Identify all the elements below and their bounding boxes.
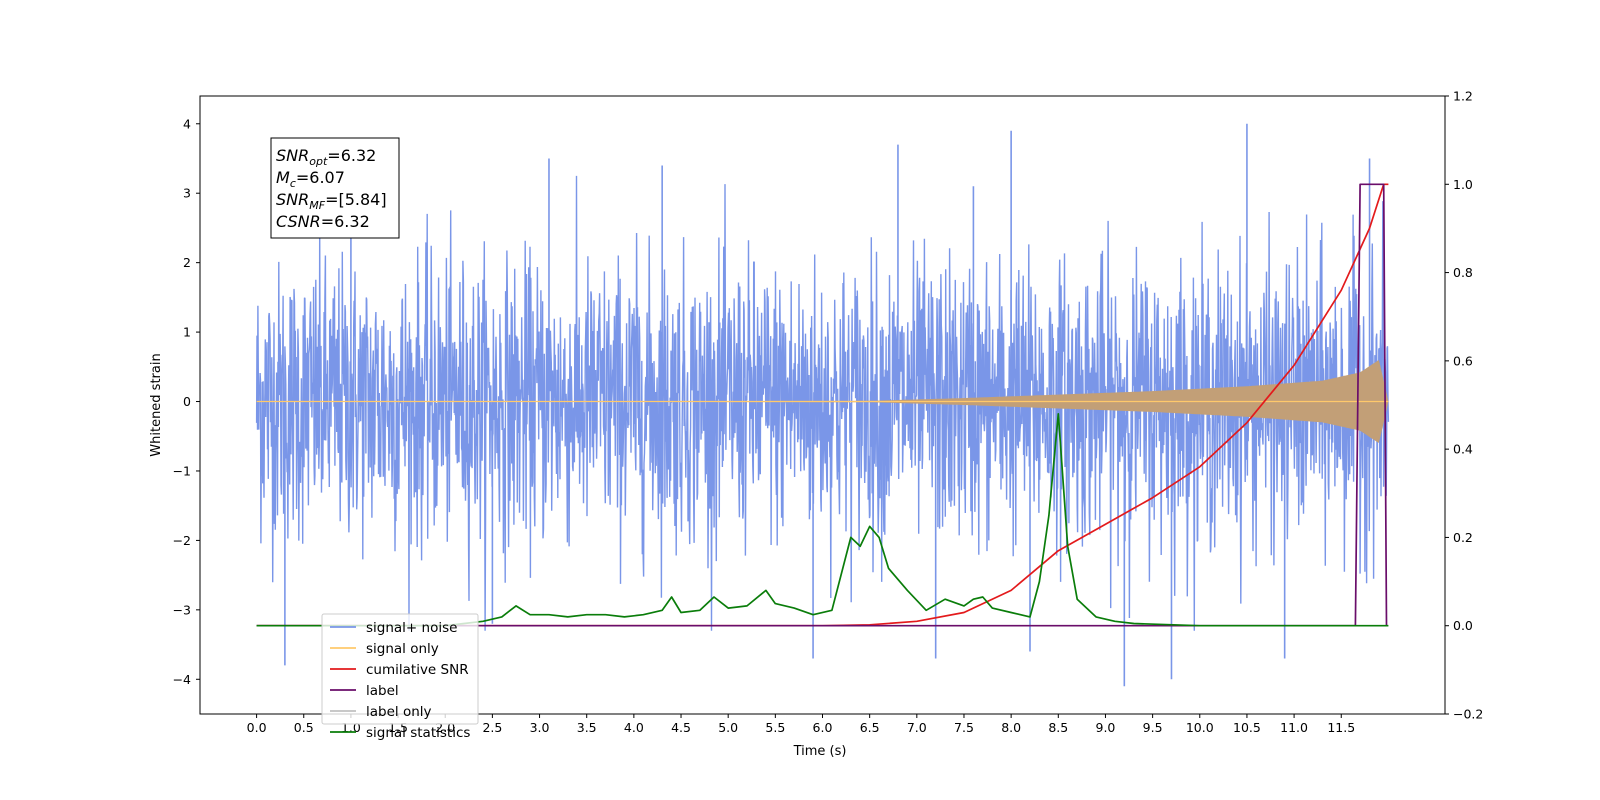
x-tick-label: 0.0 bbox=[247, 720, 267, 735]
series-signal-statistics bbox=[256, 412, 1389, 627]
x-tick-label: 10.5 bbox=[1233, 720, 1261, 735]
y-left-tick-label: 4 bbox=[183, 116, 191, 131]
x-tick-label: 4.0 bbox=[624, 720, 644, 735]
series-label bbox=[256, 183, 1388, 627]
x-tick-label: 3.5 bbox=[577, 720, 597, 735]
x-tick-label: 10.0 bbox=[1186, 720, 1214, 735]
y-left-tick-label: −1 bbox=[173, 463, 191, 478]
x-tick-label: 5.5 bbox=[765, 720, 785, 735]
y-right-tick-label: 1.2 bbox=[1453, 89, 1473, 104]
y-right-tick-label: 0.4 bbox=[1453, 442, 1473, 457]
annotation-frame bbox=[270, 137, 400, 239]
y-axis-right-ticks: 1.2 1.0 0.8 0.6 0.4 0.2 0.0 −0.2 bbox=[1445, 89, 1483, 722]
series-signal-noise-peaks bbox=[284, 123, 1371, 687]
legend-label: signal statistics bbox=[366, 725, 470, 741]
x-tick-label: 5.0 bbox=[718, 720, 738, 735]
x-axis-label: Time (s) bbox=[793, 744, 847, 759]
y-right-tick-label: 0.8 bbox=[1453, 265, 1473, 280]
x-tick-label: 3.0 bbox=[530, 720, 550, 735]
x-tick-label: 2.5 bbox=[482, 720, 502, 735]
x-tick-label: 7.0 bbox=[907, 720, 927, 735]
x-tick-label: 6.5 bbox=[860, 720, 880, 735]
x-tick-label: 11.0 bbox=[1280, 720, 1308, 735]
y-left-tick-label: 3 bbox=[183, 186, 191, 201]
legend-label: label only bbox=[366, 704, 432, 720]
annotation-line: CSNR=6.32 bbox=[276, 212, 370, 231]
y-right-tick-label: 0.0 bbox=[1453, 618, 1473, 633]
x-tick-label: 9.0 bbox=[1096, 720, 1116, 735]
y-left-tick-label: 1 bbox=[183, 325, 191, 340]
y-right-tick-label: −0.2 bbox=[1453, 707, 1483, 722]
legend-label: signal only bbox=[366, 641, 439, 657]
x-tick-label: 9.5 bbox=[1143, 720, 1163, 735]
x-tick-label: 11.5 bbox=[1327, 720, 1355, 735]
legend: signal+ noise signal only cumilative SNR la… bbox=[321, 613, 479, 741]
y-left-tick-label: −3 bbox=[173, 602, 191, 617]
legend-frame bbox=[321, 613, 479, 725]
y-left-tick-label: −4 bbox=[173, 672, 191, 687]
y-axis-left-ticks: 4 3 2 1 0 −1 −2 −3 −4 bbox=[173, 116, 200, 687]
series-layer bbox=[255, 123, 1390, 687]
y-left-tick-label: 0 bbox=[183, 394, 191, 409]
y-left-tick-label: 2 bbox=[183, 255, 191, 270]
y-axis-left-label: Whitened strain bbox=[149, 353, 164, 456]
legend-label: cumilative SNR bbox=[366, 662, 469, 678]
x-tick-label: 6.0 bbox=[813, 720, 833, 735]
legend-label: signal+ noise bbox=[366, 620, 457, 636]
x-tick-label: 8.0 bbox=[1001, 720, 1021, 735]
annotation-line: SNRMF=[5.84] bbox=[276, 190, 387, 212]
y-right-tick-label: 0.6 bbox=[1453, 353, 1473, 368]
annotation-line: SNRopt=6.32 bbox=[276, 146, 376, 168]
x-tick-label: 7.5 bbox=[954, 720, 974, 735]
y-right-tick-label: 0.2 bbox=[1453, 530, 1473, 545]
y-left-tick-label: −2 bbox=[173, 533, 191, 548]
x-tick-label: 0.5 bbox=[294, 720, 314, 735]
series-cumilative-snr bbox=[256, 183, 1389, 627]
x-tick-label: 8.5 bbox=[1048, 720, 1068, 735]
y-right-tick-label: 1.0 bbox=[1453, 177, 1473, 192]
legend-label: label bbox=[366, 683, 399, 699]
annotation-line: Mc=6.07 bbox=[276, 168, 345, 190]
series-signal-noise bbox=[255, 175, 1390, 631]
x-tick-label: 4.5 bbox=[671, 720, 691, 735]
